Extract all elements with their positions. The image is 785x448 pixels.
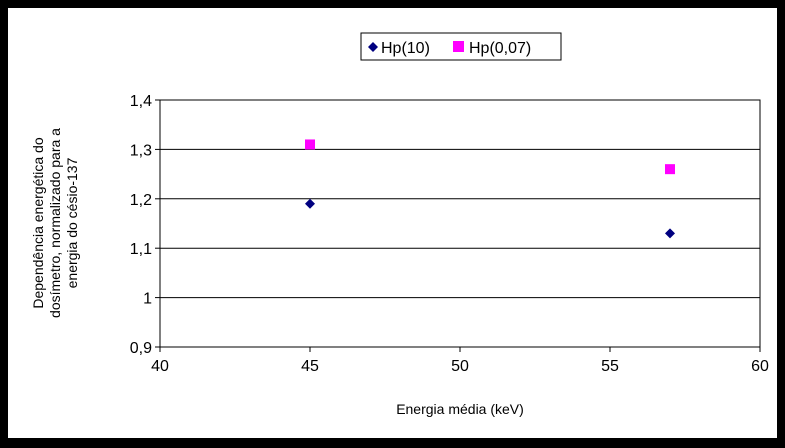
y-tick-label: 1,3 bbox=[130, 142, 152, 159]
x-axis-title: Energia média (keV) bbox=[396, 401, 524, 417]
chart-area: 0,9 1 1,1 1,2 1,3 1,4 40 45 50 55 60 Energia médi… bbox=[8, 8, 777, 438]
x-axis-ticks: 40 45 50 55 60 bbox=[151, 347, 769, 375]
legend-label-hp007: Hp(0,07) bbox=[469, 40, 531, 57]
y-axis-title-line-3: energia do césio-137 bbox=[64, 157, 80, 288]
x-tick-label: 50 bbox=[451, 358, 469, 375]
data-points bbox=[305, 139, 675, 239]
data-point-hp007 bbox=[305, 139, 315, 150]
y-tick-label: 0,9 bbox=[130, 340, 152, 357]
y-tick-label: 1 bbox=[143, 291, 152, 308]
y-tick-label: 1,1 bbox=[130, 241, 152, 258]
x-tick-label: 60 bbox=[751, 358, 769, 375]
y-axis-title-line-1: Dependência energética do bbox=[30, 137, 46, 308]
x-tick-label: 45 bbox=[301, 358, 319, 375]
x-tick-label: 40 bbox=[151, 358, 169, 375]
data-point-hp007 bbox=[665, 164, 675, 175]
legend-marker-hp007 bbox=[453, 41, 464, 52]
legend: Hp(10) Hp(0,07) bbox=[360, 32, 562, 61]
scatter-chart: 0,9 1 1,1 1,2 1,3 1,4 40 45 50 55 60 Energia médi… bbox=[30, 32, 769, 417]
y-axis-ticks: 0,9 1 1,1 1,2 1,3 1,4 bbox=[130, 93, 160, 357]
y-axis-title: Dependência energética do dosímetro, nor… bbox=[30, 128, 80, 318]
grid-lines bbox=[160, 148, 760, 299]
legend-marker-hp10 bbox=[368, 42, 378, 52]
data-point-hp10 bbox=[305, 198, 315, 209]
plot-area-frame bbox=[159, 99, 761, 348]
y-tick-label: 1,2 bbox=[130, 192, 152, 209]
y-tick-label: 1,4 bbox=[130, 93, 152, 110]
legend-label-hp10: Hp(10) bbox=[381, 40, 430, 57]
y-axis-title-line-2: dosímetro, normalizado para a bbox=[47, 128, 63, 318]
data-point-hp10 bbox=[665, 228, 675, 239]
x-tick-label: 55 bbox=[601, 358, 619, 375]
